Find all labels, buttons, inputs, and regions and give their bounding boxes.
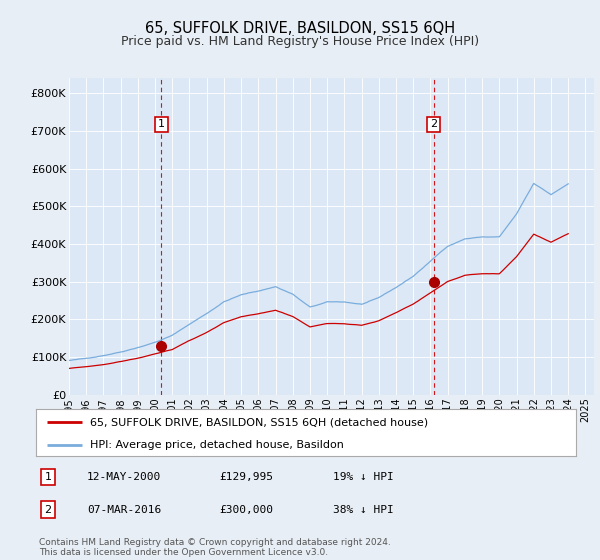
Text: 07-MAR-2016: 07-MAR-2016 [87, 505, 161, 515]
Text: 38% ↓ HPI: 38% ↓ HPI [333, 505, 394, 515]
Text: 19% ↓ HPI: 19% ↓ HPI [333, 472, 394, 482]
Text: 2: 2 [430, 119, 437, 129]
Text: £300,000: £300,000 [219, 505, 273, 515]
Text: Contains HM Land Registry data © Crown copyright and database right 2024.
This d: Contains HM Land Registry data © Crown c… [39, 538, 391, 557]
Text: 65, SUFFOLK DRIVE, BASILDON, SS15 6QH (detached house): 65, SUFFOLK DRIVE, BASILDON, SS15 6QH (d… [90, 417, 428, 427]
Text: 1: 1 [158, 119, 165, 129]
Text: 12-MAY-2000: 12-MAY-2000 [87, 472, 161, 482]
Text: 1: 1 [44, 472, 52, 482]
Text: HPI: Average price, detached house, Basildon: HPI: Average price, detached house, Basi… [90, 440, 344, 450]
Text: £129,995: £129,995 [219, 472, 273, 482]
Text: Price paid vs. HM Land Registry's House Price Index (HPI): Price paid vs. HM Land Registry's House … [121, 35, 479, 48]
Text: 65, SUFFOLK DRIVE, BASILDON, SS15 6QH: 65, SUFFOLK DRIVE, BASILDON, SS15 6QH [145, 21, 455, 36]
Text: 2: 2 [44, 505, 52, 515]
